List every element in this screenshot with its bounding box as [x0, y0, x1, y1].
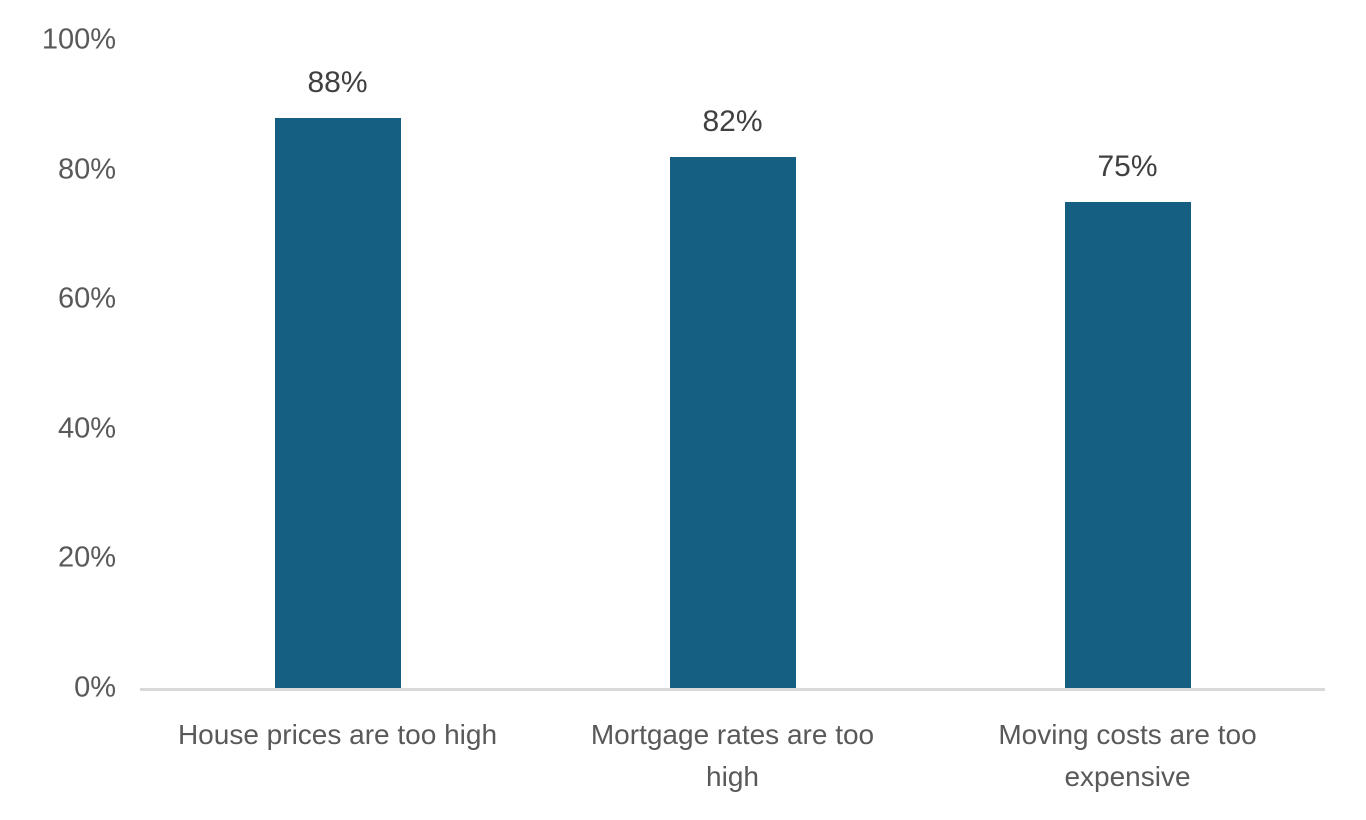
category-label: House prices are too high — [178, 714, 497, 756]
bar-value-label: 82% — [702, 104, 763, 138]
y-tick-label: 40% — [57, 412, 116, 445]
category-label-line: high — [706, 761, 759, 792]
y-tick-label: 60% — [57, 282, 116, 315]
y-tick-label: 0% — [74, 671, 116, 704]
category-label: Mortgage rates are too high — [591, 714, 874, 798]
category-label-line: Moving costs are too — [998, 719, 1257, 750]
x-axis-line — [140, 688, 1325, 691]
category-label-line: expensive — [1064, 761, 1191, 792]
y-tick-label: 20% — [57, 541, 116, 574]
category-label-line: House prices are too high — [177, 719, 498, 750]
category-label-line: Mortgage rates are too — [590, 719, 875, 750]
bar — [1064, 202, 1191, 688]
bar — [274, 117, 401, 688]
bar — [669, 156, 796, 688]
bar-value-label: 88% — [307, 65, 368, 99]
bar-value-label: 75% — [1097, 150, 1158, 183]
y-tick-label: 100% — [41, 23, 116, 56]
y-tick-label: 80% — [57, 153, 116, 186]
category-label: Moving costs are too expensive — [998, 714, 1256, 798]
